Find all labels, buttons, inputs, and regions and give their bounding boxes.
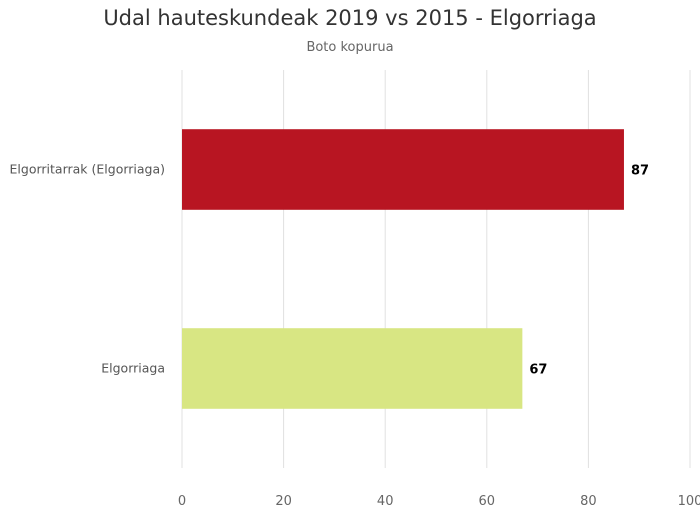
x-tick-label: 0 — [178, 494, 186, 509]
category-label: Elgorriaga — [101, 361, 165, 376]
x-tick-label: 100 — [678, 494, 700, 509]
x-tick-label: 80 — [580, 494, 597, 509]
category-label: Elgorritarrak (Elgorriaga) — [10, 162, 165, 177]
bar — [182, 328, 523, 409]
bar — [182, 129, 624, 210]
data-label: 67 — [529, 363, 547, 378]
chart-title: Udal hauteskundeak 2019 vs 2015 - Elgorr… — [103, 6, 597, 30]
chart-subtitle: Boto kopurua — [306, 40, 394, 55]
x-tick-label: 60 — [479, 494, 496, 509]
x-tick-label: 20 — [275, 494, 292, 509]
data-label: 87 — [631, 164, 649, 179]
x-tick-label: 40 — [377, 494, 394, 509]
